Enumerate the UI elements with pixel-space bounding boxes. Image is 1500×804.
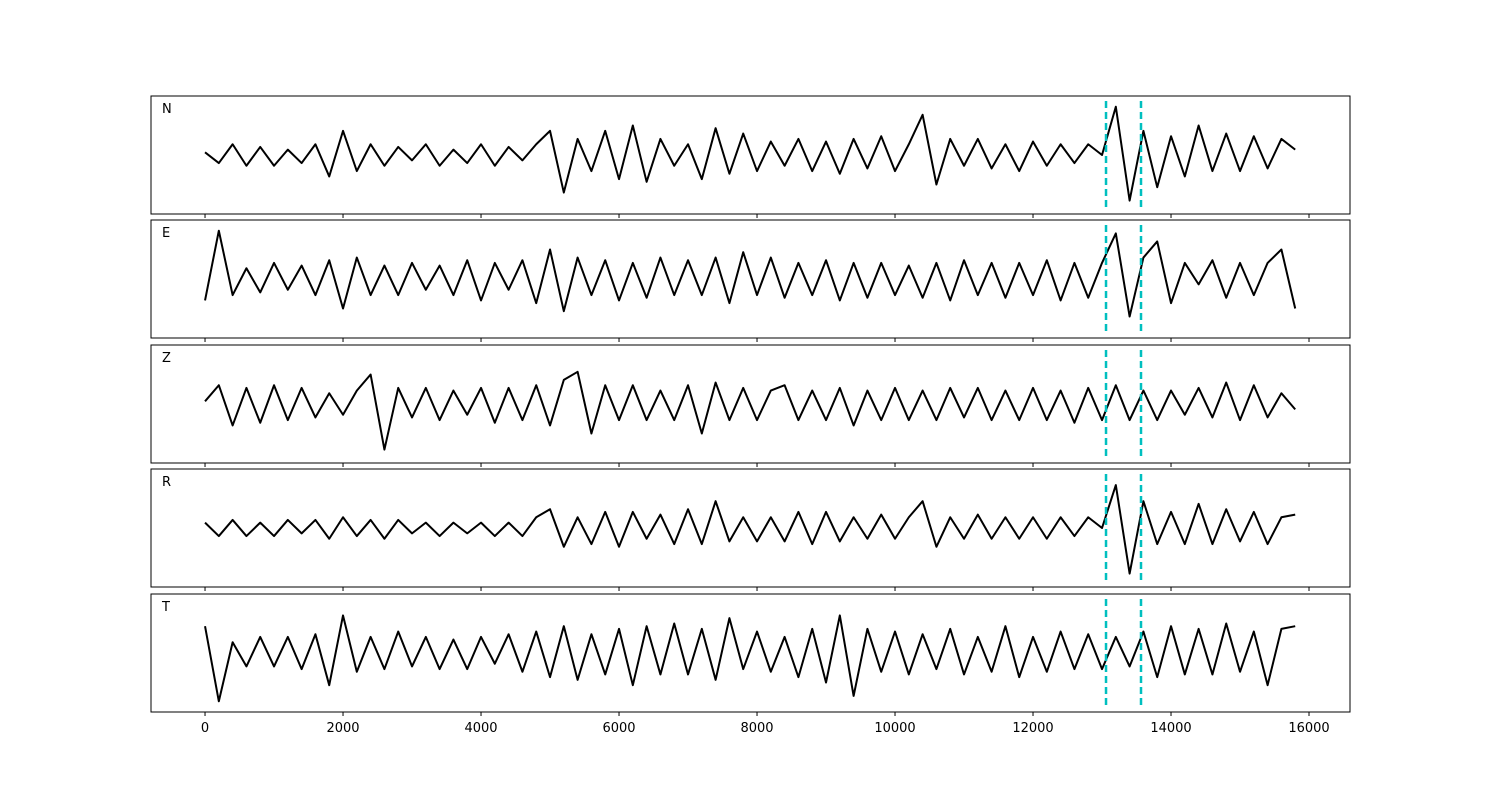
x-tick-label: 4000 [464,721,497,736]
x-tick-label: 10000 [874,721,915,736]
x-tick-label: 14000 [1150,721,1191,736]
waveform [204,484,1296,575]
x-tick-label: 6000 [602,721,635,736]
panel-frame [150,468,1351,588]
panel-frame [150,593,1351,713]
panel-label: N [162,102,172,117]
panel-frame [150,344,1351,464]
panel-frame [150,95,1351,215]
panel-frame [150,219,1351,339]
panel-label: R [162,475,171,490]
panel-label: Z [162,351,171,366]
waveform [204,370,1296,451]
x-tick-label: 16000 [1288,721,1329,736]
x-tick-label: 0 [201,721,209,736]
x-tick-label: 8000 [740,721,773,736]
x-tick-label: 2000 [326,721,359,736]
waveform [204,614,1296,703]
waveform [204,105,1296,202]
panel-label: T [161,600,170,615]
waveform [204,229,1297,318]
x-tick-label: 12000 [1012,721,1053,736]
panel-label: E [162,226,170,241]
